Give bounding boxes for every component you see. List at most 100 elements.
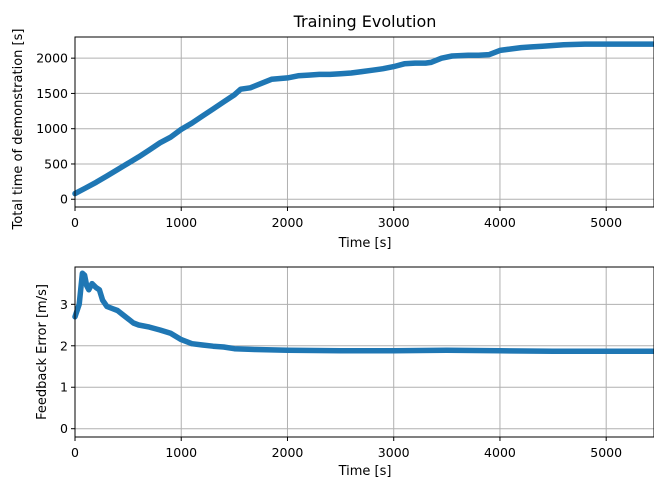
data-point [414, 62, 416, 64]
data-point [84, 274, 86, 276]
y-tick-label: 0 [60, 421, 68, 436]
y-tick-label: 1000 [36, 121, 68, 136]
series-line [72, 41, 654, 197]
data-point [605, 350, 607, 352]
data-point [425, 62, 427, 64]
data-point [584, 43, 586, 45]
data-point [318, 73, 320, 75]
x-tick-label: 0 [71, 215, 79, 230]
data-point [95, 181, 97, 183]
series-layer [72, 270, 654, 354]
feedback-error-chart: 0 1000 2000 3000 4000 5000 0 1 2 3 Time [s] Feedb… [35, 266, 654, 479]
data-point [78, 303, 80, 305]
x-tick-label: 5000 [590, 445, 622, 460]
data-point [478, 54, 480, 56]
data-point [233, 94, 235, 96]
series-layer [72, 41, 654, 197]
x-tick-label: 3000 [378, 215, 410, 230]
y-tick-label: 2 [60, 338, 68, 353]
data-point [255, 348, 257, 351]
data-point [86, 285, 88, 287]
data-point [159, 329, 161, 331]
data-point [132, 322, 134, 324]
data-point [488, 54, 490, 56]
data-point [382, 68, 384, 70]
data-point [102, 299, 104, 301]
data-point [260, 83, 262, 85]
data-point [148, 149, 150, 151]
data-point [340, 350, 342, 352]
data-point [223, 101, 225, 103]
data-point [127, 318, 129, 320]
data-point [111, 307, 113, 310]
data-point [350, 72, 352, 74]
data-point [286, 349, 289, 351]
data-point [116, 169, 119, 171]
data-point [531, 46, 533, 48]
data-point [116, 309, 119, 312]
y-tick-label: 1 [60, 380, 68, 395]
data-point [148, 326, 150, 328]
data-point [81, 272, 83, 274]
data-point [393, 66, 395, 68]
data-point [159, 142, 161, 144]
ticks: 0 1000 2000 3000 4000 5000 0 1 2 3 [60, 297, 622, 460]
data-point [138, 324, 140, 326]
data-point [499, 49, 501, 52]
data-point [98, 289, 100, 291]
data-point [95, 287, 97, 289]
data-point [563, 44, 565, 46]
data-point [541, 45, 544, 47]
data-point [430, 61, 432, 64]
data-point [340, 73, 342, 75]
series-line [72, 270, 654, 354]
data-point [605, 43, 607, 45]
data-point [170, 332, 172, 334]
data-point [499, 350, 501, 352]
data-point [510, 48, 512, 50]
y-tick-label: 2000 [36, 51, 68, 66]
data-point [286, 77, 289, 79]
data-point [467, 54, 469, 56]
grid [75, 37, 654, 207]
chart-title: Training Evolution [293, 12, 437, 31]
data-point [122, 314, 124, 316]
y-axis-label: Feedback Error [m/s] [35, 284, 50, 420]
data-point [180, 128, 182, 130]
training-evolution-chart: Training Evolution 0 1000 2000 3000 4000 5000… [11, 12, 654, 251]
data-point [106, 305, 108, 307]
data-point [240, 88, 242, 90]
data-point [91, 283, 93, 285]
y-tick-label: 0 [60, 192, 68, 207]
data-point [201, 115, 204, 117]
y-axis-label: Total time of demonstration [s] [11, 29, 26, 231]
data-point [249, 87, 251, 89]
data-point [371, 69, 374, 71]
ticks: 0 1000 2000 3000 4000 5000 0 500 1000 1500 2000 [36, 51, 622, 230]
data-point [451, 55, 453, 57]
data-point [106, 175, 108, 177]
data-point [403, 63, 405, 65]
data-point [88, 289, 90, 291]
data-point [520, 47, 522, 49]
data-point [180, 339, 182, 341]
data-point [191, 122, 193, 124]
data-point [626, 43, 629, 45]
data-point [233, 348, 235, 350]
x-tick-label: 0 [71, 445, 79, 460]
data-point [361, 71, 363, 73]
x-tick-label: 4000 [484, 215, 516, 230]
data-point [85, 187, 87, 189]
x-tick-label: 2000 [272, 445, 304, 460]
x-axis-label: Time [s] [338, 236, 392, 251]
x-axis-label: Time [s] [338, 464, 392, 479]
data-point [297, 75, 299, 77]
data-point [170, 136, 172, 138]
y-tick-label: 500 [44, 156, 68, 171]
plot-area [74, 36, 654, 208]
x-tick-label: 3000 [378, 445, 410, 460]
x-tick-label: 1000 [165, 215, 197, 230]
data-point [223, 346, 225, 348]
x-tick-label: 5000 [590, 215, 622, 230]
data-point [552, 44, 554, 47]
